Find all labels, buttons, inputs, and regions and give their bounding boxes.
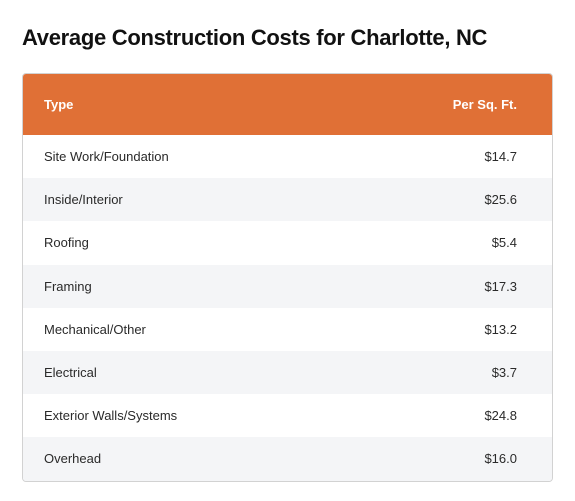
cell-type: Site Work/Foundation bbox=[44, 149, 169, 165]
cell-price: $25.6 bbox=[484, 192, 517, 208]
cell-type: Mechanical/Other bbox=[44, 321, 146, 337]
table-row: Electrical $3.7 bbox=[23, 350, 552, 395]
table-row: Framing $17.3 bbox=[23, 264, 552, 308]
cell-price: $17.3 bbox=[484, 278, 517, 294]
cell-price: $13.2 bbox=[484, 321, 517, 337]
table-row: Inside/Interior $25.6 bbox=[23, 178, 552, 222]
table-row: Roofing $5.4 bbox=[23, 221, 552, 265]
table-row: Exterior Walls/Systems $24.8 bbox=[23, 394, 552, 438]
cell-price: $3.7 bbox=[491, 365, 517, 381]
cell-price: $5.4 bbox=[491, 235, 517, 251]
table-row: Mechanical/Other $13.2 bbox=[23, 307, 552, 351]
cell-type: Framing bbox=[44, 278, 92, 294]
cell-price: $24.8 bbox=[484, 408, 517, 424]
cell-price: $16.0 bbox=[484, 451, 517, 467]
cell-type: Overhead bbox=[44, 451, 102, 467]
table-header-row: Type Per Sq. Ft. bbox=[23, 74, 552, 135]
table-row: Overhead $16.0 bbox=[23, 437, 552, 481]
cell-type: Inside/Interior bbox=[44, 192, 123, 208]
table-row: Site Work/Foundation $14.7 bbox=[23, 135, 552, 179]
cell-type: Exterior Walls/Systems bbox=[44, 408, 178, 424]
cost-table-card: Type Per Sq. Ft. Site Work/Foundation $1… bbox=[22, 73, 553, 482]
page-title: Average Construction Costs for Charlotte… bbox=[22, 25, 488, 50]
column-header-type: Type bbox=[44, 97, 74, 112]
cell-type: Roofing bbox=[44, 235, 89, 251]
column-header-price: Per Sq. Ft. bbox=[452, 97, 517, 112]
cell-type: Electrical bbox=[44, 365, 97, 381]
cost-table: Type Per Sq. Ft. Site Work/Foundation $1… bbox=[23, 74, 552, 481]
cell-price: $14.7 bbox=[484, 149, 517, 165]
